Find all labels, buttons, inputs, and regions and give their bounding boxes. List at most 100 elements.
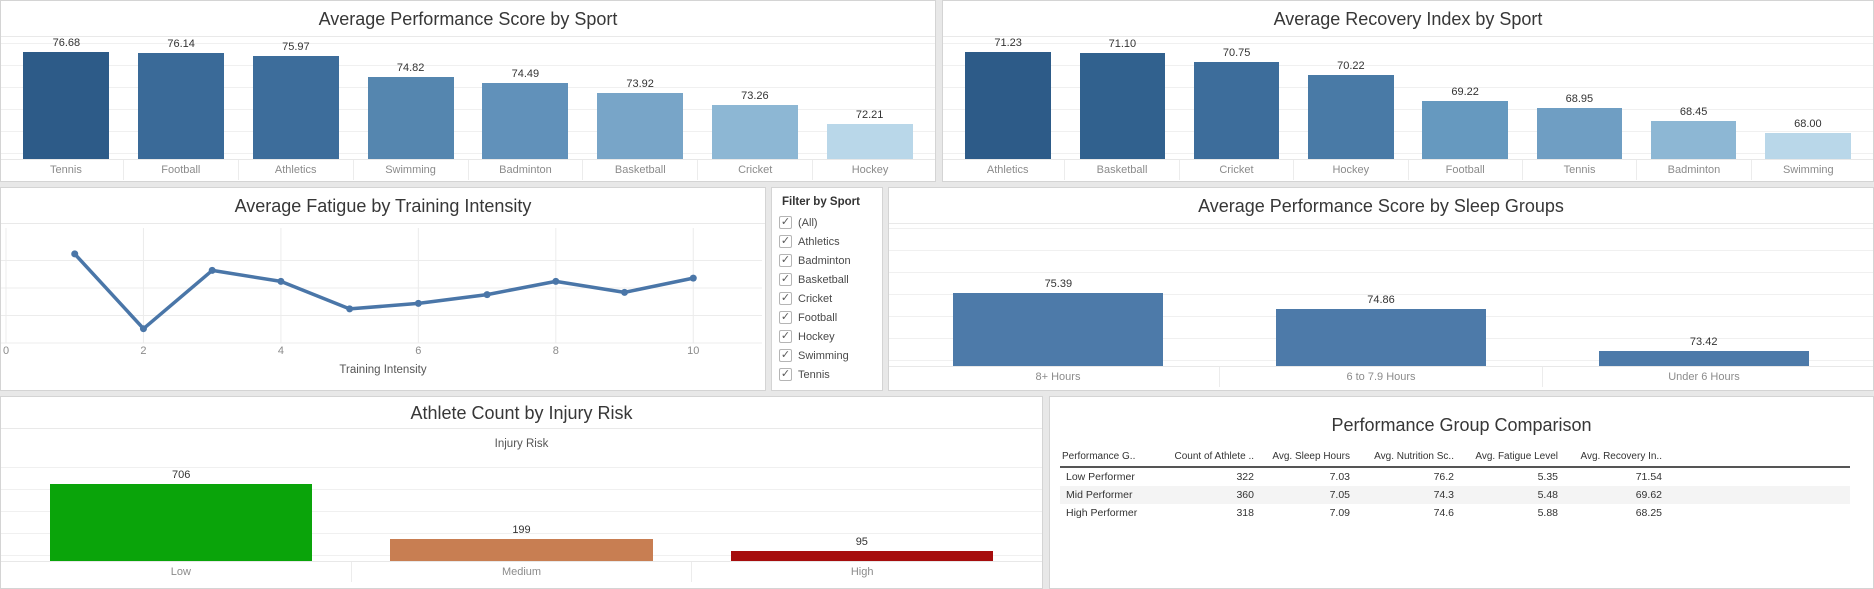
bar[interactable]	[482, 82, 569, 159]
filter-option[interactable]: ✓ Basketball	[772, 270, 882, 289]
bar-cell: 71.10	[1065, 37, 1179, 159]
data-point[interactable]	[483, 291, 491, 299]
checkbox-icon[interactable]: ✓	[779, 235, 792, 248]
category-axis: Low Medium High	[1, 561, 1042, 582]
filter-option-label: Athletics	[798, 235, 840, 248]
table-cell: High Performer	[1066, 507, 1138, 519]
bar-cell: 74.82	[353, 37, 468, 159]
bar[interactable]	[826, 124, 913, 159]
checkbox-icon[interactable]: ✓	[779, 254, 792, 267]
table-cell: 7.05	[1329, 489, 1350, 501]
table-row[interactable]: Mid Performer 360 7.05 74.3 5.48 69.62	[1060, 486, 1850, 504]
data-point[interactable]	[552, 277, 560, 285]
checkbox-icon[interactable]: ✓	[779, 349, 792, 362]
checkbox-icon[interactable]: ✓	[779, 273, 792, 286]
bar[interactable]	[390, 539, 653, 561]
category-label: Football	[122, 160, 238, 180]
data-point[interactable]	[346, 305, 354, 313]
bar-value-label: 73.26	[741, 90, 769, 103]
bar-value-label: 69.22	[1451, 86, 1479, 99]
data-point[interactable]	[277, 277, 285, 285]
filter-option[interactable]: ✓ Hockey	[772, 327, 882, 346]
bar-cell: 72.21	[812, 37, 927, 159]
table-row[interactable]: High Performer 318 7.09 74.6 5.88 68.25	[1060, 504, 1850, 522]
x-tick-label: 0	[2, 345, 10, 357]
bar[interactable]	[1650, 121, 1737, 159]
category-label: High	[691, 562, 1032, 582]
bar[interactable]	[1422, 101, 1508, 159]
bar[interactable]	[965, 52, 1051, 159]
filter-option[interactable]: ✓ Cricket	[772, 289, 882, 308]
bar-value-label: 95	[855, 535, 868, 548]
category-label: 8+ Hours	[1035, 371, 1081, 383]
bar[interactable]	[730, 550, 993, 561]
filter-option[interactable]: ✓ Swimming	[772, 346, 882, 365]
panel-athlete-count-by-injury-risk: Athlete Count by Injury Risk Injury Risk…	[0, 396, 1043, 589]
bar[interactable]	[367, 76, 454, 159]
bar-value-label: 73.92	[626, 78, 654, 91]
filter-option[interactable]: ✓ Athletics	[772, 232, 882, 251]
data-point[interactable]	[689, 274, 697, 282]
x-tick-label: 4	[277, 345, 284, 357]
filter-option[interactable]: ✓ Football	[772, 308, 882, 327]
table-cell: 7.03	[1329, 471, 1350, 483]
category-label: Medium	[350, 562, 692, 582]
checkbox-icon[interactable]: ✓	[779, 330, 792, 343]
category-label: Hockey	[1293, 160, 1407, 180]
data-point[interactable]	[621, 288, 629, 296]
filter-option[interactable]: ✓ Badminton	[772, 251, 882, 270]
filter-option[interactable]: ✓ Tennis	[772, 365, 882, 384]
bar[interactable]	[1276, 308, 1486, 366]
bar[interactable]	[1308, 75, 1394, 159]
filter-option[interactable]: ✓ (All)	[772, 213, 882, 232]
bar[interactable]	[138, 52, 225, 159]
filter-option-label: Swimming	[798, 349, 849, 362]
filter-option-label: Cricket	[798, 292, 833, 305]
category-label: Basketball	[1064, 160, 1178, 180]
table-cell: 74.6	[1433, 507, 1454, 519]
table-cell: 5.35	[1537, 471, 1558, 483]
checkbox-icon[interactable]: ✓	[779, 311, 792, 324]
panel-performance-by-sleep-groups: Average Performance Score by Sleep Group…	[888, 187, 1874, 391]
column-header: Count of Athlete ..	[1156, 449, 1260, 468]
data-point[interactable]	[414, 299, 422, 307]
bar[interactable]	[1598, 350, 1809, 366]
filter-option-label: Badminton	[798, 254, 851, 267]
category-label: Tennis	[50, 164, 82, 176]
category-label: Hockey	[812, 160, 927, 180]
bar-cell: 199	[351, 463, 691, 561]
data-point[interactable]	[139, 325, 147, 333]
comparison-table: Performance G.. Count of Athlete .. Avg. S…	[1060, 449, 1850, 522]
bar[interactable]	[953, 292, 1164, 366]
column-header: Performance G..	[1060, 449, 1156, 468]
category-label: Athletics	[237, 160, 353, 180]
table-cell: 76.2	[1433, 471, 1454, 483]
bar[interactable]	[711, 105, 798, 159]
bar[interactable]	[597, 93, 684, 159]
bar[interactable]	[1193, 61, 1280, 159]
bar-cell: 68.00	[1751, 37, 1865, 159]
x-tick-label: 6	[415, 345, 422, 357]
bar[interactable]	[1536, 108, 1623, 159]
checkbox-icon[interactable]: ✓	[779, 368, 792, 381]
bar[interactable]	[50, 484, 313, 561]
bar[interactable]	[1765, 133, 1851, 159]
fatigue-line	[72, 252, 696, 331]
bar[interactable]	[252, 55, 339, 159]
category-label: 6 to 7.9 Hours	[1219, 367, 1542, 387]
bar-plot: 706 199 95	[1, 463, 1042, 561]
data-point[interactable]	[71, 250, 79, 258]
panel-performance-by-sport: Average Performance Score by Sport 76.68…	[0, 0, 936, 182]
checkbox-icon[interactable]: ✓	[779, 292, 792, 305]
checkbox-icon[interactable]: ✓	[779, 216, 792, 229]
bar-value-label: 68.95	[1565, 93, 1594, 106]
bar-cell: 75.39	[897, 228, 1220, 366]
bar-cell: 76.68	[9, 37, 124, 159]
data-point[interactable]	[208, 266, 216, 274]
bar[interactable]	[23, 52, 110, 159]
category-label: Cricket	[697, 160, 812, 180]
bar[interactable]	[1079, 52, 1166, 159]
bar-value-label: 74.49	[511, 67, 540, 80]
table-row[interactable]: Low Performer 322 7.03 76.2 5.35 71.54	[1060, 467, 1850, 486]
chart-title: Average Fatigue by Training Intensity	[1, 188, 765, 224]
